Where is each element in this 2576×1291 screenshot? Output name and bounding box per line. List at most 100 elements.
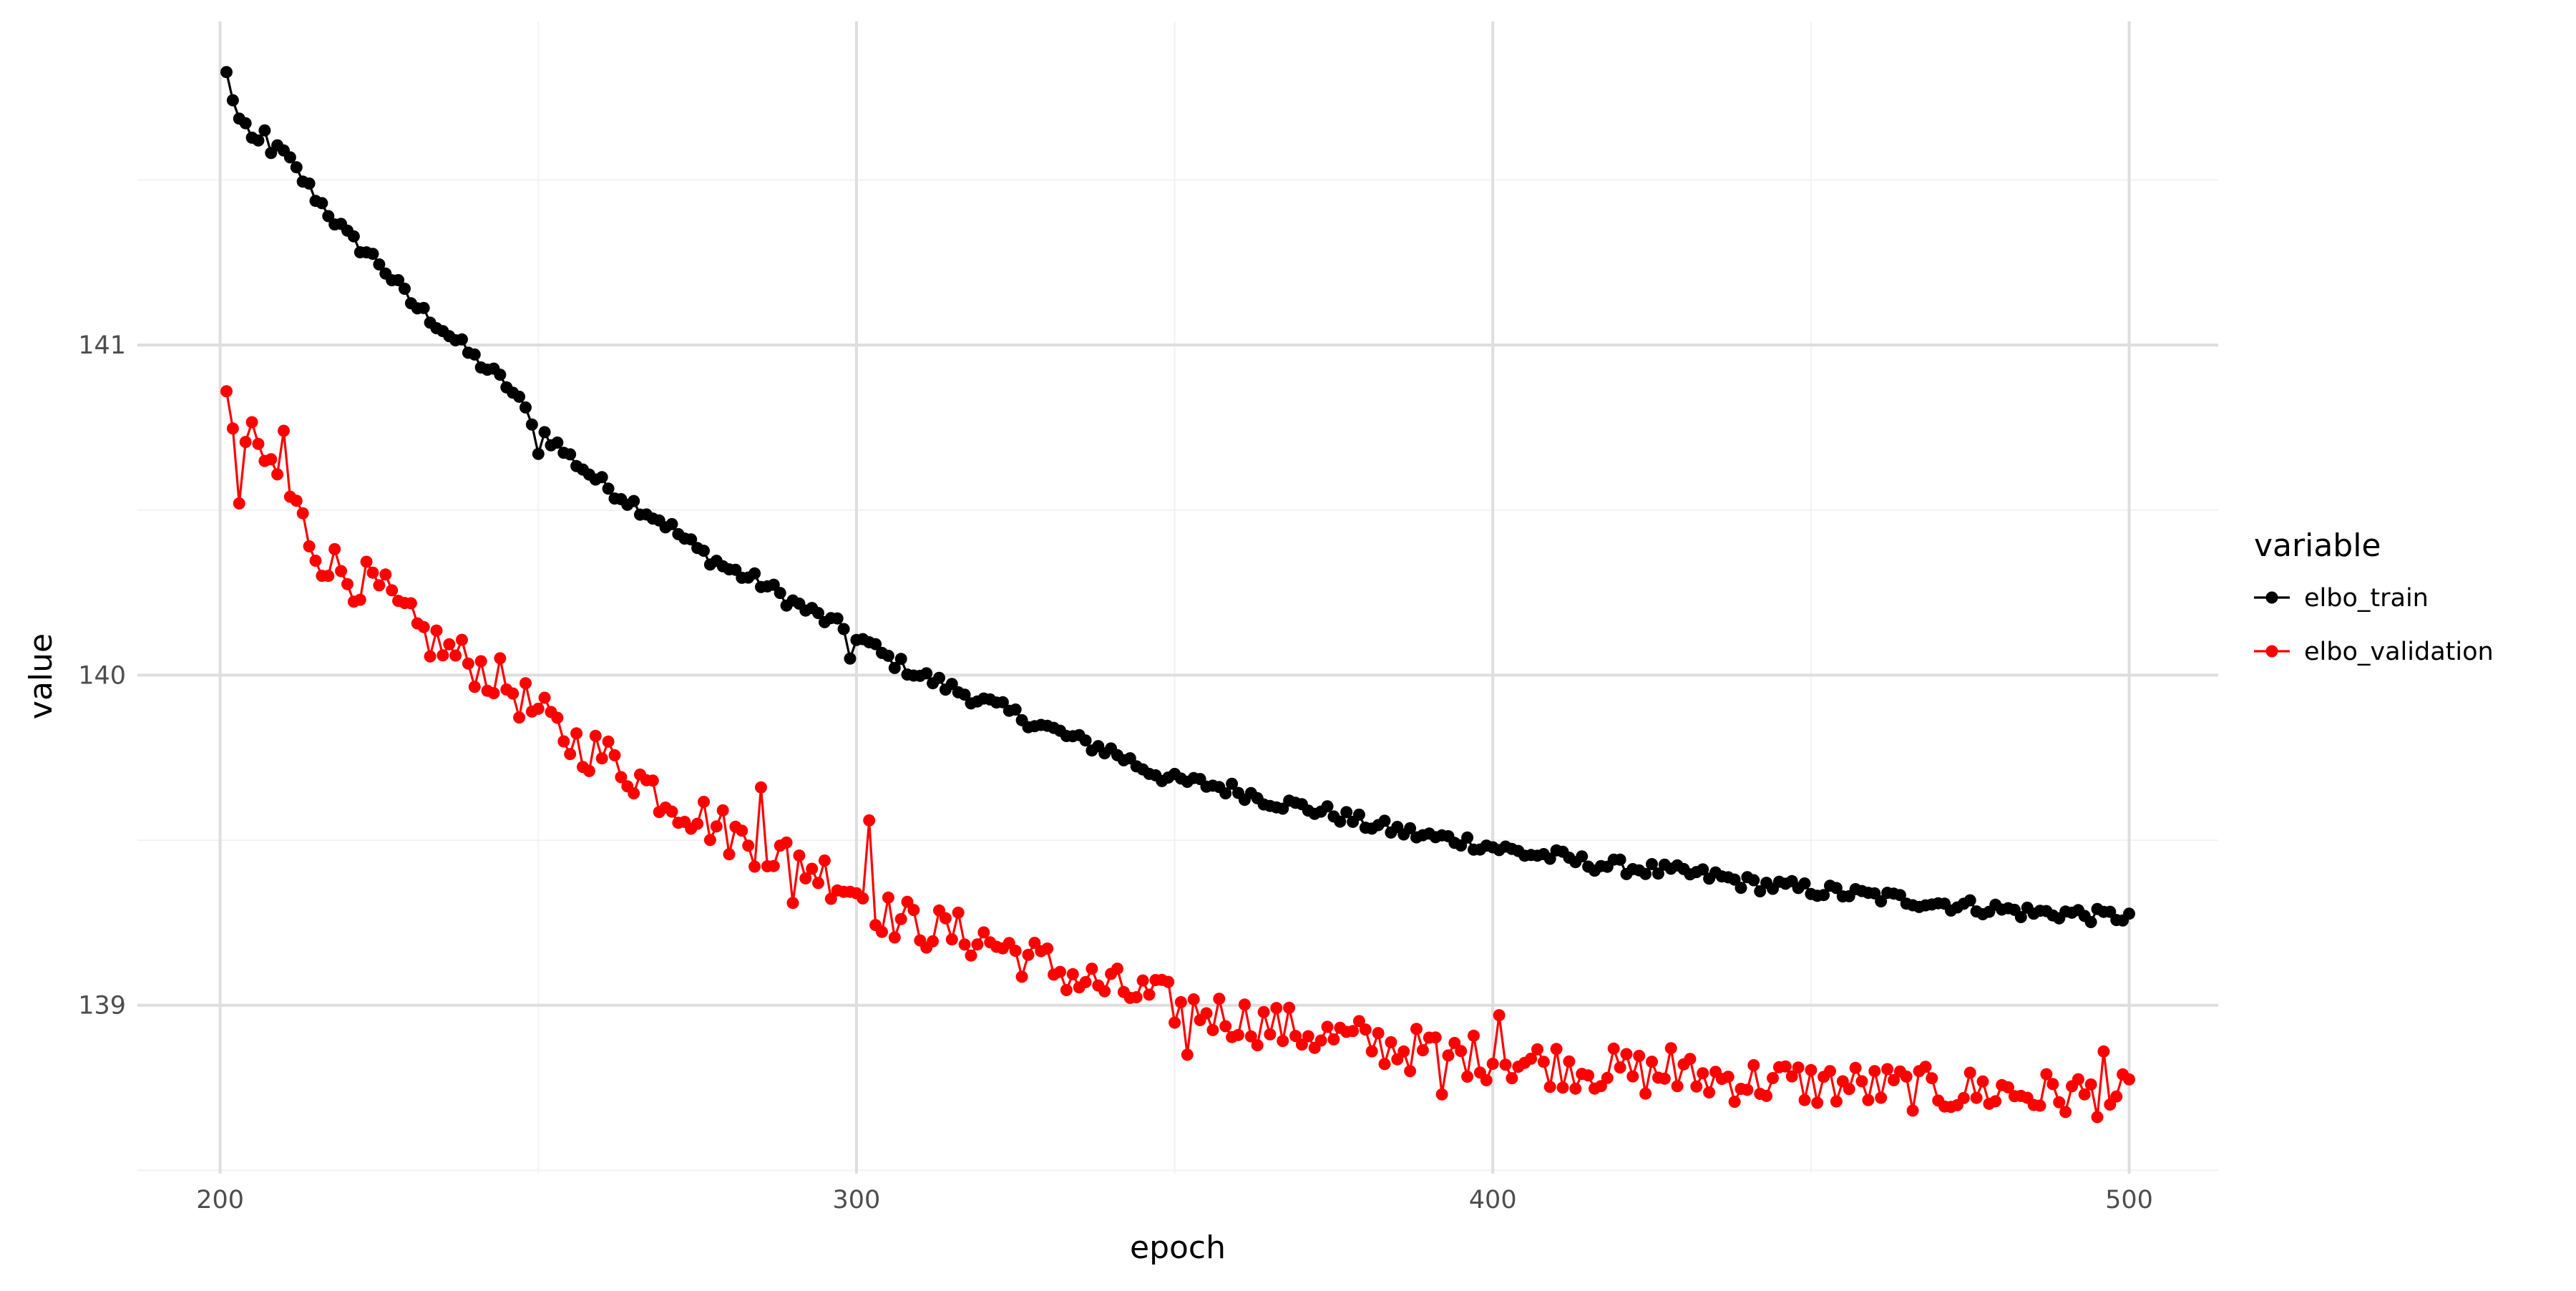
data-point bbox=[723, 848, 736, 861]
data-point bbox=[1143, 988, 1156, 1001]
data-point bbox=[1321, 1020, 1334, 1033]
data-point bbox=[265, 453, 278, 466]
data-point bbox=[1537, 1056, 1550, 1068]
data-point bbox=[468, 681, 481, 693]
data-point bbox=[538, 426, 551, 439]
data-point bbox=[1232, 1028, 1244, 1041]
legend-item-elbo_train: elbo_train bbox=[2254, 584, 2429, 613]
data-point bbox=[1442, 1049, 1455, 1062]
data-point bbox=[322, 210, 335, 223]
data-point bbox=[882, 649, 894, 662]
data-point bbox=[691, 817, 704, 830]
data-point bbox=[1824, 1065, 1836, 1078]
data-point bbox=[443, 638, 456, 651]
data-point bbox=[1550, 1043, 1563, 1056]
data-point bbox=[628, 787, 640, 800]
data-point bbox=[1397, 1045, 1410, 1058]
data-point bbox=[1174, 995, 1187, 1008]
data-point bbox=[927, 935, 940, 947]
data-point bbox=[646, 774, 659, 787]
data-point bbox=[1926, 1072, 1938, 1085]
data-point bbox=[239, 436, 252, 449]
data-point bbox=[1798, 1093, 1811, 1106]
data-point bbox=[303, 540, 316, 552]
data-point bbox=[2002, 1081, 2014, 1093]
data-point bbox=[996, 696, 1009, 708]
data-point bbox=[767, 859, 780, 872]
data-point bbox=[1327, 1033, 1340, 1046]
data-point bbox=[1015, 970, 1028, 983]
data-point bbox=[373, 579, 386, 592]
data-point bbox=[296, 507, 309, 520]
data-point bbox=[1169, 1016, 1181, 1029]
data-point bbox=[1525, 1052, 1538, 1065]
data-point bbox=[595, 471, 608, 484]
data-point bbox=[1283, 1001, 1296, 1014]
data-point bbox=[1747, 1059, 1760, 1071]
data-point bbox=[1830, 1095, 1843, 1108]
data-point bbox=[685, 533, 698, 546]
data-point bbox=[462, 657, 474, 670]
data-point bbox=[1206, 1023, 1219, 1036]
legend-item-elbo_validation: elbo_validation bbox=[2254, 638, 2494, 666]
data-point bbox=[1989, 1095, 2002, 1108]
data-point bbox=[863, 814, 876, 827]
data-point bbox=[1875, 895, 1888, 907]
data-point bbox=[487, 687, 500, 700]
x-tick-label: 400 bbox=[1469, 1186, 1517, 1214]
data-point bbox=[1671, 1080, 1684, 1093]
data-point bbox=[939, 912, 952, 925]
data-point bbox=[564, 448, 577, 461]
data-point bbox=[1684, 1053, 1697, 1066]
data-point bbox=[1639, 867, 1652, 880]
data-point bbox=[335, 565, 348, 578]
data-point bbox=[1620, 1048, 1633, 1061]
data-point bbox=[1429, 1031, 1442, 1044]
data-point bbox=[767, 578, 780, 591]
data-point bbox=[1111, 963, 1123, 975]
data-point bbox=[245, 416, 258, 429]
data-point bbox=[525, 418, 538, 431]
legend-label: elbo_validation bbox=[2304, 638, 2494, 666]
data-point bbox=[1321, 800, 1334, 813]
data-point bbox=[1843, 1083, 1855, 1096]
data-point bbox=[373, 258, 386, 271]
data-point bbox=[1543, 1081, 1556, 1093]
data-point bbox=[290, 495, 303, 507]
data-point bbox=[360, 555, 373, 568]
x-tick-label: 300 bbox=[832, 1186, 880, 1214]
series-elbo_train bbox=[220, 66, 2135, 928]
data-point bbox=[570, 727, 583, 740]
data-point bbox=[507, 687, 519, 700]
data-point bbox=[824, 892, 837, 905]
data-point bbox=[1302, 1030, 1314, 1043]
data-point bbox=[742, 839, 755, 852]
data-point bbox=[1295, 1038, 1308, 1051]
data-point bbox=[1531, 1043, 1543, 1056]
data-point bbox=[1136, 974, 1149, 987]
data-point bbox=[945, 933, 958, 946]
data-point bbox=[557, 735, 570, 748]
data-point bbox=[226, 94, 239, 107]
data-point bbox=[1849, 1061, 1862, 1074]
data-point bbox=[1041, 942, 1054, 955]
data-point bbox=[1906, 1104, 1919, 1117]
series-line-elbo_validation bbox=[225, 391, 2130, 1118]
x-tick-label: 500 bbox=[2105, 1186, 2153, 1214]
data-point bbox=[1352, 1015, 1365, 1028]
data-point bbox=[322, 570, 335, 583]
data-point bbox=[2053, 1096, 2066, 1109]
data-point bbox=[1435, 1088, 1448, 1101]
data-point bbox=[1130, 991, 1143, 1003]
data-point bbox=[1187, 993, 1200, 1005]
data-point bbox=[977, 926, 990, 939]
data-point bbox=[608, 749, 621, 761]
data-point bbox=[1767, 1072, 1779, 1084]
data-point bbox=[1664, 1042, 1677, 1055]
data-point bbox=[1098, 985, 1111, 998]
data-point bbox=[1582, 1069, 1595, 1082]
data-point bbox=[532, 702, 545, 715]
data-point bbox=[1798, 877, 1811, 890]
legend-label: elbo_train bbox=[2304, 584, 2429, 613]
data-point bbox=[1543, 852, 1556, 865]
